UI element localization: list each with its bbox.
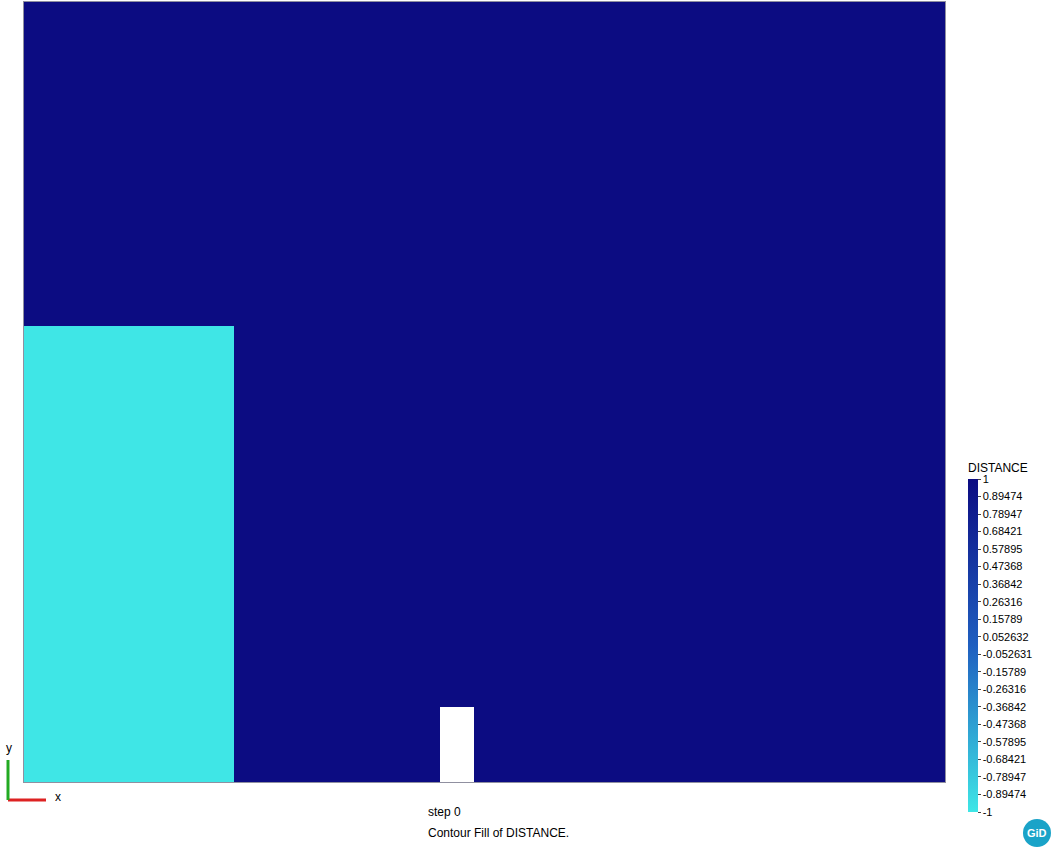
svg-text:0.78947: 0.78947 xyxy=(983,508,1023,520)
svg-text:1: 1 xyxy=(983,473,989,485)
svg-text:0.89474: 0.89474 xyxy=(983,490,1023,502)
svg-text:-0.47368: -0.47368 xyxy=(983,718,1026,730)
svg-text:DISTANCE: DISTANCE xyxy=(968,461,1028,475)
svg-text:0.15789: 0.15789 xyxy=(983,613,1023,625)
svg-text:0.36842: 0.36842 xyxy=(983,578,1023,590)
svg-text:0.57895: 0.57895 xyxy=(983,543,1023,555)
svg-text:-1: -1 xyxy=(983,806,993,818)
svg-text:y: y xyxy=(6,741,12,755)
svg-text:-0.052631: -0.052631 xyxy=(983,648,1033,660)
svg-text:-0.57895: -0.57895 xyxy=(983,736,1026,748)
svg-text:Contour Fill of DISTANCE.: Contour Fill of DISTANCE. xyxy=(428,826,569,840)
svg-text:0.68421: 0.68421 xyxy=(983,525,1023,537)
svg-text:0.47368: 0.47368 xyxy=(983,560,1023,572)
svg-text:0.052632: 0.052632 xyxy=(983,631,1029,643)
svg-text:step 0: step 0 xyxy=(428,805,461,819)
svg-text:-0.15789: -0.15789 xyxy=(983,666,1026,678)
svg-text:-0.26316: -0.26316 xyxy=(983,683,1026,695)
svg-text:GiD: GiD xyxy=(1027,827,1047,839)
svg-text:x: x xyxy=(55,790,61,804)
svg-text:-0.36842: -0.36842 xyxy=(983,701,1026,713)
svg-text:-0.78947: -0.78947 xyxy=(983,771,1026,783)
svg-text:-0.89474: -0.89474 xyxy=(983,788,1026,800)
svg-text:-0.68421: -0.68421 xyxy=(983,753,1026,765)
svg-text:0.26316: 0.26316 xyxy=(983,596,1023,608)
